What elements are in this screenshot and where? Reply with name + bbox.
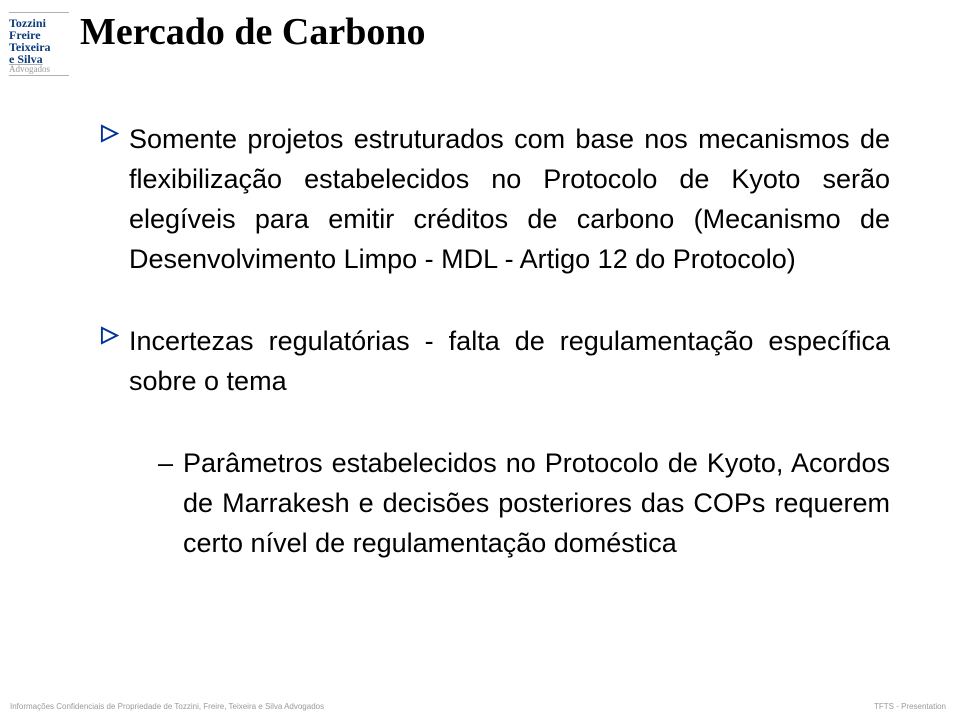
logo-hr-top bbox=[9, 12, 69, 13]
bullet-item: Somente projetos estruturados com base n… bbox=[100, 120, 890, 280]
footer-brand: TFTS - Presentation bbox=[874, 702, 946, 711]
logo-line-4: Advogados bbox=[9, 65, 69, 74]
sub-bullet-item: – Parâmetros estabelecidos no Protocolo … bbox=[158, 444, 890, 564]
sub-bullet-text: Parâmetros estabelecidos no Protocolo de… bbox=[183, 444, 890, 564]
bullet-item: Incertezas regulatórias - falta de regul… bbox=[100, 322, 890, 402]
logo-hr-bot bbox=[9, 75, 69, 76]
dash-marker-icon: – bbox=[158, 444, 173, 484]
slide-title: Mercado de Carbono bbox=[80, 10, 426, 54]
bullet-marker-icon bbox=[100, 124, 119, 143]
firm-logo: Tozzini Freire Teixeira e Silva Advogado… bbox=[9, 12, 69, 76]
footer-confidential: Informações Confidenciais de Propriedade… bbox=[10, 702, 324, 711]
content-area: Somente projetos estruturados com base n… bbox=[100, 120, 890, 564]
bullet-marker-icon bbox=[100, 326, 119, 345]
bullet-text: Incertezas regulatórias - falta de regul… bbox=[129, 322, 890, 402]
bullet-text: Somente projetos estruturados com base n… bbox=[129, 120, 890, 280]
